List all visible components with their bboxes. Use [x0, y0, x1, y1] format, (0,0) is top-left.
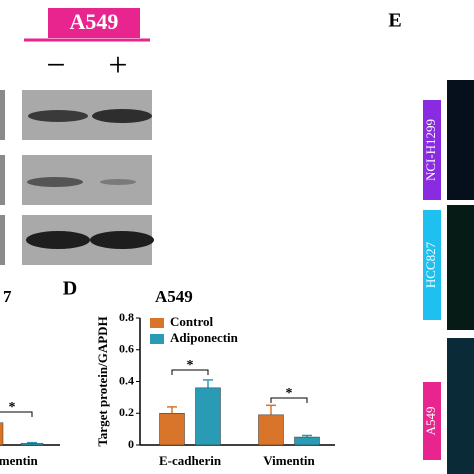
y-tick-label: 0.4: [119, 373, 134, 387]
label-box: [423, 100, 441, 200]
x-tick-label: Vimentin: [0, 453, 39, 468]
annotation: *: [187, 358, 194, 373]
blot-title: A549: [70, 9, 119, 34]
lane-label: +: [108, 47, 127, 84]
chart-title: A549: [155, 287, 193, 306]
blot-title-box: [48, 8, 140, 38]
bar: [20, 443, 44, 446]
bar: [159, 413, 185, 446]
x-tick-label: Vimentin: [263, 453, 315, 468]
charts: 7 Vimentin * 0 0.2 0.4 0.6 0.8 D A549 Target prote…: [0, 278, 335, 468]
blots: [0, 90, 154, 265]
bar: [195, 387, 221, 446]
legend-swatch: [150, 318, 164, 328]
y-axis-label: Target protein/GAPDH: [95, 316, 110, 446]
cell-label: A549: [423, 407, 438, 436]
lane-label: −: [46, 47, 65, 84]
cell-label: NCI-H1299: [423, 119, 438, 181]
label-box: [423, 210, 441, 320]
chart-title: 7: [3, 287, 12, 306]
micrographs: [447, 80, 474, 474]
significance-bracket: [171, 369, 209, 375]
bar: [294, 436, 320, 446]
y-tick-label: 0.2: [119, 405, 134, 419]
bar: [0, 422, 4, 446]
y-tick-label: 0.8: [119, 310, 134, 324]
cell-label: HCC827: [423, 241, 438, 288]
significance-bracket: [270, 397, 308, 403]
panel-letter: D: [63, 278, 77, 300]
bar: [258, 414, 284, 446]
y-tick-label: 0.6: [119, 342, 134, 356]
legend-label: Control: [170, 314, 213, 329]
annotation: *: [9, 400, 16, 415]
significance-bracket: [0, 411, 33, 417]
x-tick-label: E-cadherin: [159, 453, 222, 468]
label-box: [423, 382, 441, 460]
legend-label: Adiponectin: [170, 330, 239, 345]
annotation: *: [286, 386, 293, 401]
y-tick-label: 0: [128, 437, 134, 451]
legend-swatch: [150, 334, 164, 344]
panel-letter: E: [388, 10, 401, 32]
